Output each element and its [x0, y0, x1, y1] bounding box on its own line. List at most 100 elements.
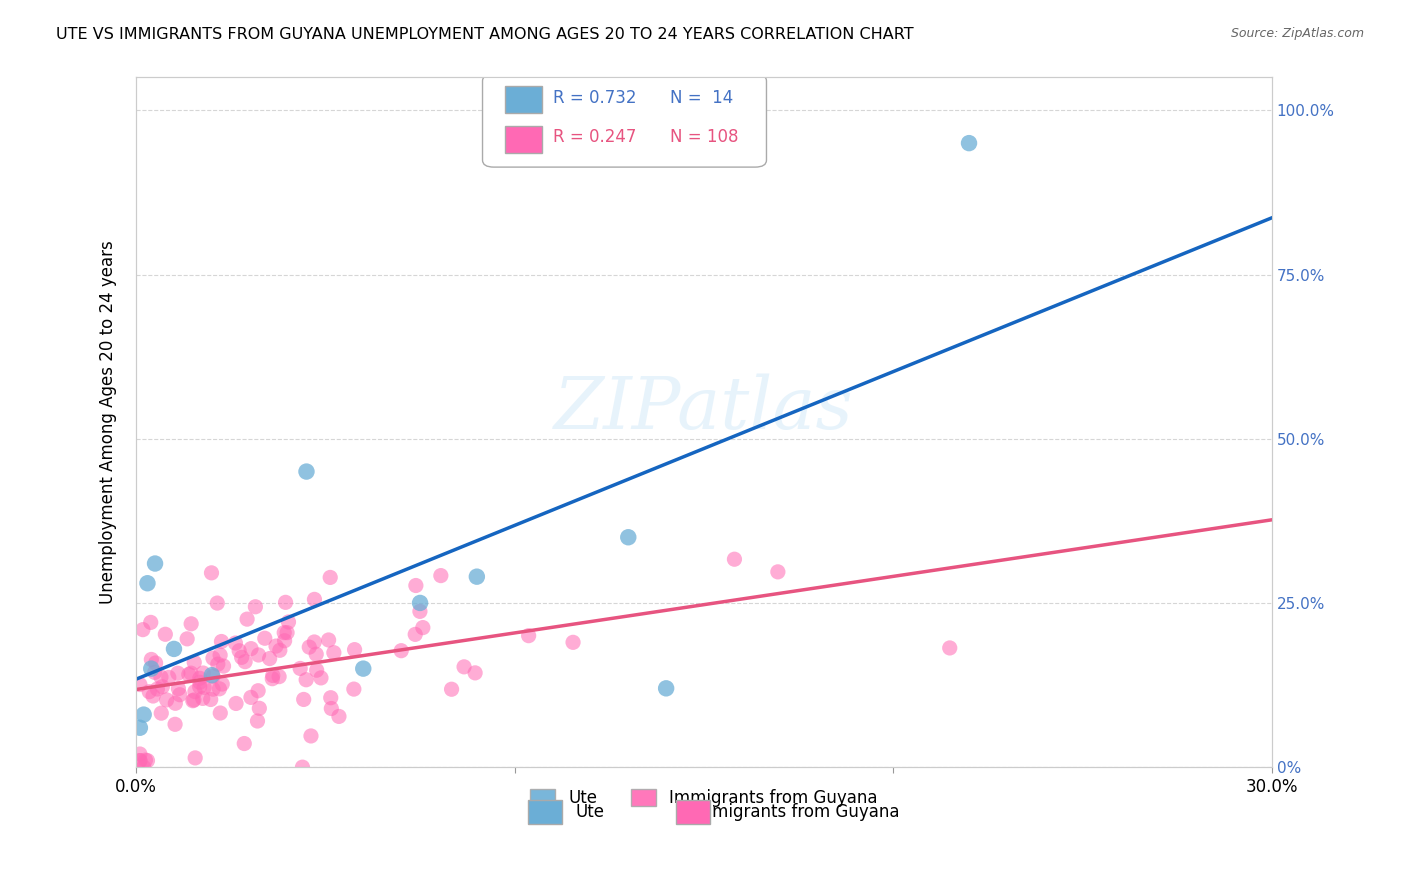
Point [389, 643, 412, 657]
Point [404, 627, 426, 641]
Point [180, 666, 202, 681]
Point [169, 688, 191, 702]
Point [328, 709, 350, 723]
Point [128, 747, 150, 761]
Point [142, 689, 165, 703]
Point [200, 692, 222, 706]
Bar [505, 86, 541, 113]
Point [247, 648, 270, 662]
Point [453, 660, 475, 674]
Point [128, 721, 150, 735]
Point [277, 615, 299, 629]
Point [225, 697, 247, 711]
Point [409, 596, 432, 610]
Point [132, 707, 155, 722]
Point [155, 627, 177, 641]
Point [295, 465, 318, 479]
Point [207, 657, 229, 672]
Point [247, 683, 270, 698]
Point [176, 632, 198, 646]
Point [183, 656, 205, 670]
Point [298, 640, 321, 654]
Point [938, 640, 960, 655]
Point [292, 692, 315, 706]
Point [128, 754, 150, 768]
FancyBboxPatch shape [482, 74, 766, 167]
Point [201, 668, 224, 682]
Point [957, 136, 980, 150]
Point [143, 557, 166, 571]
Point [264, 639, 287, 653]
Point [200, 566, 222, 580]
Point [276, 625, 298, 640]
Point [269, 670, 291, 684]
Text: N =  14: N = 14 [669, 88, 733, 106]
Point [430, 568, 453, 582]
Point [291, 760, 314, 774]
Point [165, 717, 187, 731]
Point [318, 632, 340, 647]
Point [136, 576, 159, 591]
Point [274, 595, 297, 609]
Point [191, 666, 214, 681]
Point [166, 666, 188, 681]
Point [132, 623, 155, 637]
Bar [529, 799, 562, 823]
Point [273, 625, 295, 640]
Point [208, 681, 231, 696]
Point [202, 682, 225, 697]
Point [299, 729, 322, 743]
Point [233, 737, 256, 751]
Point [259, 651, 281, 665]
Point [233, 655, 256, 669]
Point [209, 706, 232, 720]
Point [253, 632, 276, 646]
Point [405, 578, 427, 592]
Point [209, 648, 232, 662]
Point [723, 552, 745, 566]
Point [224, 636, 246, 650]
Point [180, 616, 202, 631]
Point [305, 663, 328, 677]
Point [562, 635, 585, 649]
Point [211, 634, 233, 648]
Point [246, 714, 269, 728]
Point [212, 659, 235, 673]
Text: Source: ZipAtlas.com: Source: ZipAtlas.com [1230, 27, 1364, 40]
Point [141, 662, 163, 676]
Point [128, 677, 150, 691]
Point [240, 641, 263, 656]
Legend: Ute, Immigrants from Guyana: Ute, Immigrants from Guyana [523, 782, 884, 814]
Point [163, 641, 186, 656]
Point [136, 754, 159, 768]
Point [228, 644, 250, 658]
Text: R = 0.732: R = 0.732 [553, 88, 637, 106]
Point [177, 667, 200, 681]
Point [269, 643, 291, 657]
Point [465, 569, 488, 583]
Text: Ute: Ute [576, 803, 605, 821]
Point [184, 751, 207, 765]
Point [239, 690, 262, 705]
Point [132, 760, 155, 774]
Point [138, 684, 160, 698]
Point [188, 680, 211, 694]
Point [149, 670, 172, 684]
Point [617, 530, 640, 544]
Point [146, 681, 169, 696]
Point [262, 672, 284, 686]
Point [247, 701, 270, 715]
Point [319, 570, 342, 584]
Point [193, 681, 215, 695]
Point [304, 592, 326, 607]
Bar [676, 799, 710, 823]
Point [412, 621, 434, 635]
Point [145, 656, 167, 670]
Point [262, 668, 284, 682]
Point [343, 682, 366, 697]
Text: UTE VS IMMIGRANTS FROM GUYANA UNEMPLOYMENT AMONG AGES 20 TO 24 YEARS CORRELATION: UTE VS IMMIGRANTS FROM GUYANA UNEMPLOYME… [56, 27, 914, 42]
Y-axis label: Unemployment Among Ages 20 to 24 years: Unemployment Among Ages 20 to 24 years [100, 241, 117, 604]
Point [128, 754, 150, 768]
Point [321, 701, 343, 715]
Point [207, 596, 229, 610]
